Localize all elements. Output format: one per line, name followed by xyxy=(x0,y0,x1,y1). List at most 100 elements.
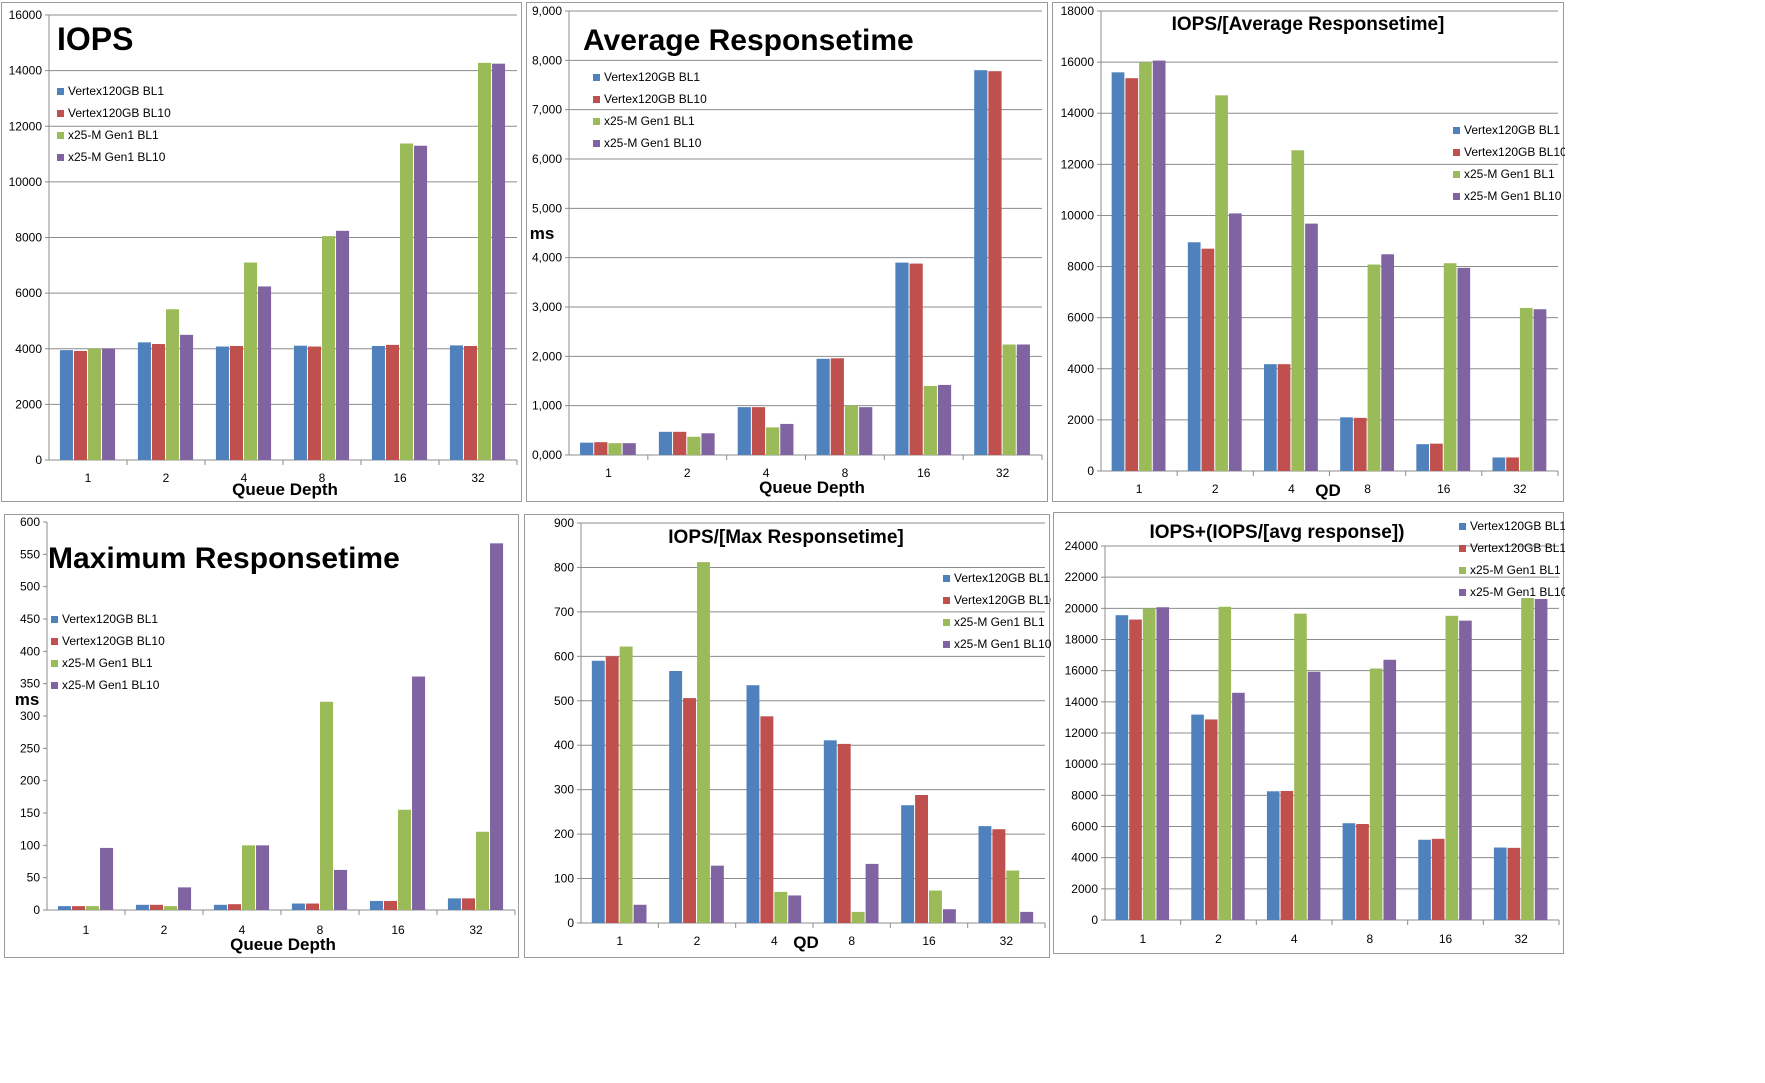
y-tick-label: 5,000 xyxy=(532,201,562,215)
legend-label: x25-M Gen1 BL1 xyxy=(1470,563,1561,577)
y-axis-title: ms xyxy=(530,224,555,243)
bar-x25-m-gen1-bl10-32 xyxy=(1016,344,1030,455)
x-axis-title: QD xyxy=(1315,481,1341,500)
legend-swatch xyxy=(51,638,58,645)
legend-label: Vertex120GB BL10 xyxy=(604,92,707,106)
bar-vertex120gb-bl1-2 xyxy=(669,671,683,923)
x-tick-label: 8 xyxy=(319,471,326,485)
bar-vertex120gb-bl1-1 xyxy=(580,442,594,455)
x-tick-label: 16 xyxy=(917,466,931,480)
legend-swatch xyxy=(1453,149,1460,156)
x-tick-label: 32 xyxy=(1000,934,1014,948)
y-tick-label: 8,000 xyxy=(532,53,562,67)
bar-vertex120gb-bl10-32 xyxy=(992,829,1006,923)
bar-x25-m-gen1-bl10-32 xyxy=(1020,911,1034,923)
y-tick-label: 16000 xyxy=(1061,55,1095,69)
bar-vertex120gb-bl1-16 xyxy=(901,805,915,923)
y-tick-label: 4000 xyxy=(1067,362,1094,376)
bar-vertex120gb-bl10-1 xyxy=(73,350,87,460)
bar-x25-m-gen1-bl10-8 xyxy=(865,863,879,923)
chart-title: IOPS+(IOPS/[avg response]) xyxy=(1150,522,1405,543)
y-tick-label: 500 xyxy=(20,580,40,594)
y-tick-label: 500 xyxy=(554,694,574,708)
bar-x25-m-gen1-bl1-4 xyxy=(774,891,788,923)
legend-label: x25-M Gen1 BL10 xyxy=(604,136,702,150)
bar-vertex120gb-bl1-8 xyxy=(293,345,307,460)
y-tick-label: 12000 xyxy=(9,119,43,133)
bar-vertex120gb-bl1-1 xyxy=(1115,615,1129,920)
y-tick-label: 0 xyxy=(33,903,40,917)
y-tick-label: 12000 xyxy=(1065,726,1099,740)
bar-x25-m-gen1-bl10-32 xyxy=(1534,598,1548,920)
bar-vertex120gb-bl10-32 xyxy=(1506,457,1519,471)
x-axis-title: QD xyxy=(793,933,819,952)
bar-x25-m-gen1-bl10-16 xyxy=(412,676,426,910)
legend-label: Vertex120GB BL1 xyxy=(1470,519,1565,533)
y-tick-label: 0 xyxy=(567,916,574,930)
y-tick-label: 50 xyxy=(27,871,41,885)
bar-x25-m-gen1-bl10-4 xyxy=(1307,671,1321,920)
bar-x25-m-gen1-bl10-16 xyxy=(942,909,956,923)
bar-x25-m-gen1-bl10-1 xyxy=(633,904,647,923)
y-tick-label: 800 xyxy=(554,560,574,574)
bar-x25-m-gen1-bl1-4 xyxy=(1294,613,1307,920)
bar-vertex120gb-bl1-2 xyxy=(135,904,149,910)
y-tick-label: 0,000 xyxy=(532,448,562,462)
bar-vertex120gb-bl10-4 xyxy=(1280,790,1294,920)
y-tick-label: 900 xyxy=(554,516,574,530)
bar-vertex120gb-bl10-2 xyxy=(149,904,163,910)
y-tick-label: 12000 xyxy=(1061,157,1095,171)
x-tick-label: 8 xyxy=(317,923,324,937)
bar-vertex120gb-bl1-1 xyxy=(1111,72,1125,471)
bar-vertex120gb-bl10-8 xyxy=(830,358,844,455)
bar-vertex120gb-bl10-2 xyxy=(1204,719,1218,920)
bar-x25-m-gen1-bl10-2 xyxy=(710,865,724,923)
legend-label: Vertex120GB BL10 xyxy=(954,593,1051,607)
legend-swatch xyxy=(593,140,600,147)
y-tick-label: 300 xyxy=(20,709,40,723)
bar-vertex120gb-bl10-4 xyxy=(229,345,243,460)
chart-iops: 0 2000 4000 6000 8000 10000 12000 14000 16000 1 2 4… xyxy=(9,8,518,499)
x-axis-title: Queue Depth xyxy=(232,480,338,499)
y-tick-label: 1,000 xyxy=(532,399,562,413)
bar-vertex120gb-bl10-8 xyxy=(307,346,321,460)
bar-x25-m-gen1-bl1-8 xyxy=(320,701,334,910)
legend: Vertex120GB BL1 Vertex120GB BL10 x25-M Gen… xyxy=(57,84,171,164)
bar-vertex120gb-bl1-16 xyxy=(369,900,383,910)
legend-label: x25-M Gen1 BL10 xyxy=(1470,585,1565,599)
y-tick-label: 4000 xyxy=(1071,851,1098,865)
bar-vertex120gb-bl10-4 xyxy=(227,904,241,910)
x-axis-title: Queue Depth xyxy=(230,935,336,954)
bar-x25-m-gen1-bl10-2 xyxy=(1228,213,1242,471)
legend-label: x25-M Gen1 BL10 xyxy=(68,150,166,164)
bar-x25-m-gen1-bl10-4 xyxy=(780,423,794,455)
y-tick-label: 4000 xyxy=(15,342,42,356)
bar-vertex120gb-bl10-4 xyxy=(751,407,766,455)
x-tick-label: 16 xyxy=(393,471,407,485)
x-tick-label: 2 xyxy=(163,471,170,485)
y-axis-title: ms xyxy=(15,690,40,709)
legend-label: Vertex120GB BL10 xyxy=(62,634,165,648)
legend-label: x25-M Gen1 BL1 xyxy=(68,128,159,142)
y-tick-label: 250 xyxy=(20,741,40,755)
x-tick-label: 16 xyxy=(1437,482,1451,496)
bar-x25-m-gen1-bl10-2 xyxy=(180,334,194,460)
chart-panel-iops-per-avg-responsetime: 0 2000 4000 6000 8000 10000 12000 14000 16000 180… xyxy=(1052,2,1565,502)
bar-vertex120gb-bl1-2 xyxy=(658,431,673,455)
chart-panel-average-responsetime: 0,000 1,000 2,000 3,000 4,000 5,000 6,000 7,000… xyxy=(526,2,1048,502)
legend-label: Vertex120GB BL1 xyxy=(62,612,158,626)
legend-label: x25-M Gen1 BL10 xyxy=(954,637,1051,651)
y-tick-label: 8000 xyxy=(1071,788,1098,802)
chart-panel-iops-per-max-responsetime: 0 100 200 300 400 500 600 700 800 900 1 2 4 8 16 32 IOPS… xyxy=(524,514,1051,958)
bar-x25-m-gen1-bl10-16 xyxy=(1459,620,1472,920)
bar-vertex120gb-bl1-1 xyxy=(591,660,605,923)
legend-swatch xyxy=(51,660,58,667)
legend-swatch xyxy=(1453,193,1460,200)
legend-swatch xyxy=(57,88,64,95)
bar-x25-m-gen1-bl1-2 xyxy=(697,562,710,923)
bar-x25-m-gen1-bl10-1 xyxy=(102,348,116,460)
bar-vertex120gb-bl1-8 xyxy=(816,358,830,455)
legend-swatch xyxy=(57,110,64,117)
bar-vertex120gb-bl10-16 xyxy=(385,344,399,460)
